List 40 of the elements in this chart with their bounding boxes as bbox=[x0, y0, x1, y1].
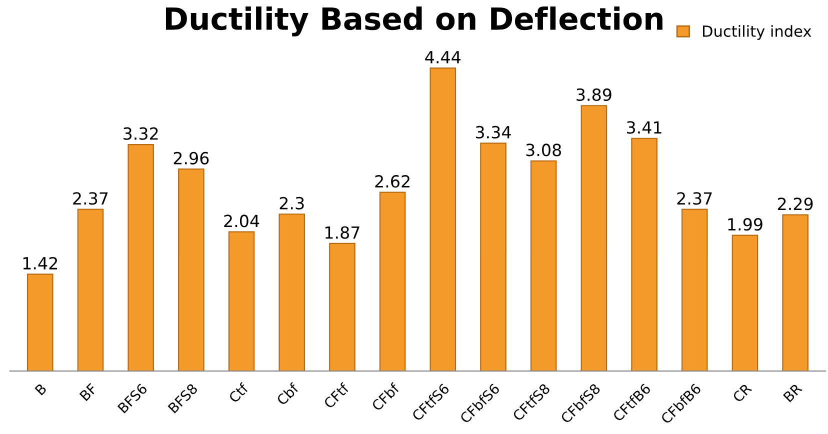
legend-label: Ductility index bbox=[703, 25, 812, 40]
bar bbox=[430, 68, 456, 372]
bar bbox=[631, 138, 658, 372]
chart-title: Ductility Based on Deflection bbox=[166, 6, 662, 36]
data-label: 3.34 bbox=[476, 126, 511, 139]
data-label: 2.04 bbox=[224, 214, 260, 228]
bar bbox=[228, 231, 255, 372]
bar bbox=[782, 214, 808, 372]
data-label: 1.87 bbox=[325, 226, 360, 239]
data-label: 1.42 bbox=[23, 256, 58, 270]
x-tick-label: BR bbox=[783, 382, 802, 402]
data-label: 3.89 bbox=[576, 88, 612, 101]
data-label: 3.08 bbox=[526, 144, 561, 156]
data-label: 2.3 bbox=[280, 196, 304, 210]
data-label: 3.41 bbox=[626, 121, 662, 134]
data-label: 4.44 bbox=[425, 51, 461, 64]
data-label: 1.99 bbox=[728, 218, 762, 231]
bar bbox=[77, 208, 104, 372]
data-label: 2.29 bbox=[778, 198, 813, 210]
x-tick-label: B bbox=[34, 383, 47, 396]
data-label: 2.62 bbox=[375, 175, 410, 188]
x-tick-label: BF bbox=[79, 383, 98, 402]
x-tick-label: Cbf bbox=[276, 382, 300, 406]
bar bbox=[379, 192, 406, 372]
bar bbox=[329, 242, 356, 372]
bar bbox=[178, 168, 204, 372]
data-label: 2.37 bbox=[73, 192, 108, 205]
bar bbox=[681, 208, 708, 372]
bar bbox=[27, 274, 54, 372]
x-tick-label: CR bbox=[732, 382, 752, 403]
bar bbox=[480, 142, 506, 372]
data-label: 3.32 bbox=[124, 127, 158, 140]
bar bbox=[530, 160, 557, 372]
bar bbox=[278, 214, 306, 372]
bar bbox=[732, 234, 758, 372]
bar bbox=[128, 144, 154, 372]
data-label: 2.37 bbox=[677, 192, 712, 205]
x-tick-label: Ctf bbox=[228, 382, 250, 404]
bar bbox=[580, 105, 608, 372]
data-label: 2.96 bbox=[174, 152, 209, 164]
